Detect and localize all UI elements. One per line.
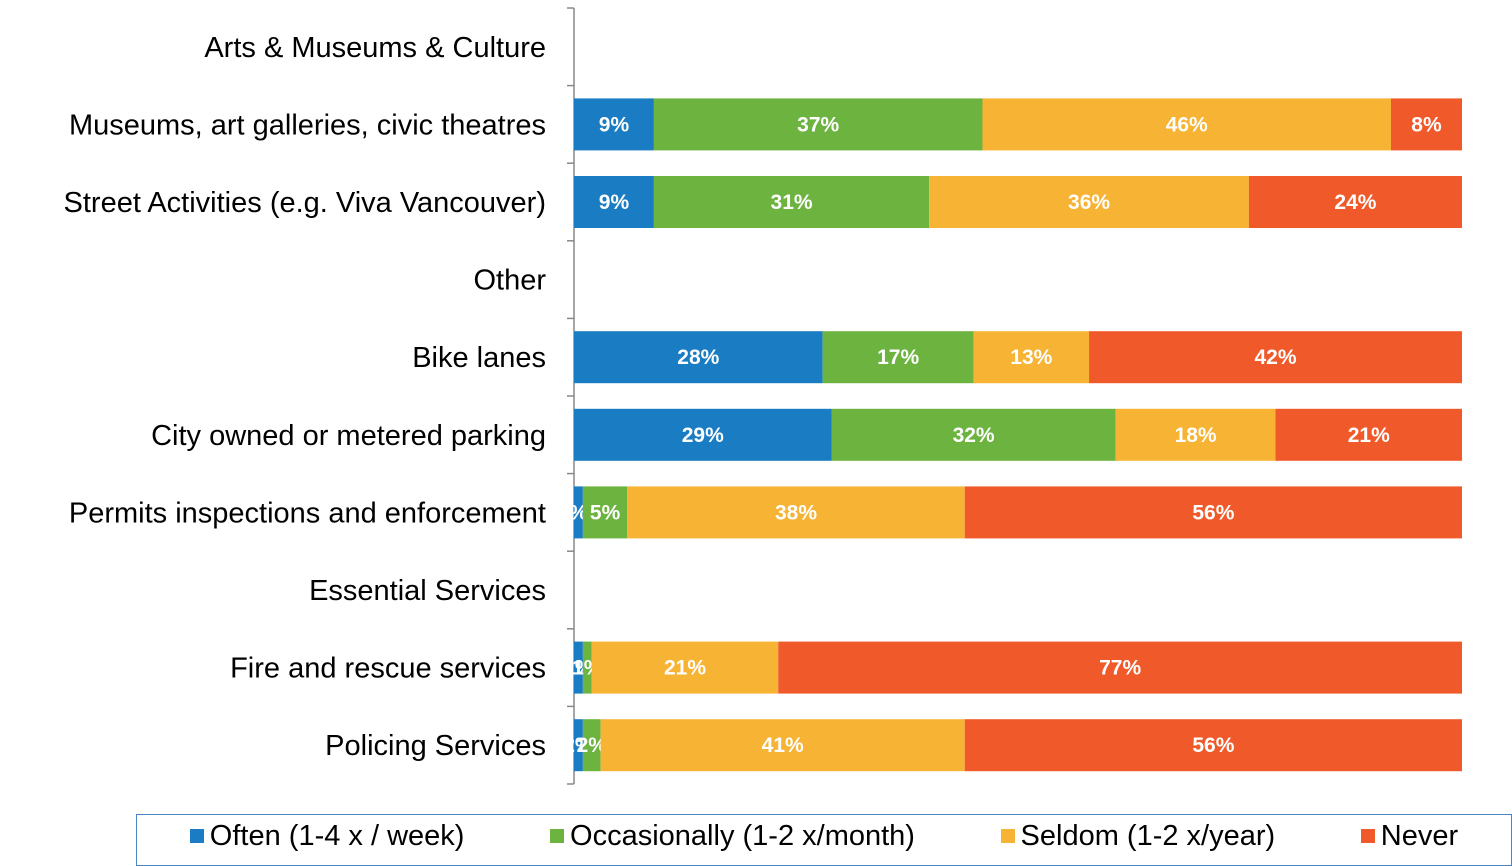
bar-segment	[778, 641, 1462, 694]
bar-segment	[964, 719, 1462, 772]
bar-segment	[1115, 408, 1276, 461]
bar-segment	[964, 486, 1462, 539]
legend: Often (1-4 x / week) Occasionally (1-2 x/…	[136, 814, 1512, 866]
bar-segment	[973, 331, 1090, 384]
data-label: 9%	[599, 113, 630, 136]
data-label: 29%	[682, 424, 724, 447]
data-label: 21%	[1348, 424, 1390, 447]
data-label: 28%	[677, 346, 719, 369]
bar-segment	[822, 331, 974, 384]
legend-item: Never	[1360, 819, 1459, 853]
category-labels: Arts & Museums & Culture Museums, art gal…	[64, 32, 547, 762]
bar-segment	[1390, 98, 1462, 151]
bar-segment	[653, 176, 930, 228]
bar-segment	[1248, 176, 1462, 228]
legend-swatch	[550, 829, 565, 843]
legend-swatch	[1000, 829, 1015, 843]
bar-segment	[574, 98, 654, 151]
bar-segment	[574, 486, 583, 539]
category-tick-label: Other	[473, 265, 546, 297]
legend-label: Never	[1380, 819, 1459, 852]
data-label: 41%	[762, 734, 804, 757]
legend-item: Often (1-4 x / week)	[189, 819, 465, 853]
bar-segment	[574, 176, 654, 228]
legend-swatch	[189, 829, 204, 843]
legend-item: Seldom (1-2 x/year)	[1000, 819, 1276, 853]
legend-label: Seldom (1-2 x/year)	[1020, 819, 1276, 852]
data-label: 42%	[1255, 346, 1297, 369]
category-tick-label: Arts & Museums & Culture	[204, 32, 546, 64]
data-label: 46%	[1166, 113, 1208, 136]
bar-segment	[982, 98, 1391, 151]
category-tick-label: City owned or metered parking	[151, 420, 546, 452]
data-label: 17%	[877, 346, 919, 369]
data-label: 13%	[1010, 346, 1052, 369]
data-label: 37%	[797, 113, 839, 136]
bar-segment	[653, 98, 983, 151]
data-label: 2%	[577, 734, 608, 757]
bar-segment	[600, 719, 965, 772]
bar-segment	[582, 719, 601, 772]
data-label: 56%	[1192, 501, 1234, 524]
data-label: 31%	[771, 191, 813, 214]
bar-segment	[591, 641, 779, 694]
data-label: 9%	[599, 191, 630, 214]
category-tick-label: Bike lanes	[412, 342, 546, 374]
bar-segment	[574, 331, 823, 384]
data-label: 24%	[1334, 191, 1376, 214]
data-label: 56%	[1192, 734, 1234, 757]
data-label: 5%	[590, 501, 621, 524]
legend-label: Often (1-4 x / week)	[209, 819, 465, 852]
data-label: 36%	[1068, 191, 1110, 214]
category-tick-label: Street Activities (e.g. Viva Vancouver)	[64, 187, 546, 219]
bar-segment	[574, 719, 583, 772]
category-tick-label: Permits inspections and enforcement	[69, 497, 546, 529]
data-label: 21%	[664, 657, 706, 680]
category-tick-label: Fire and rescue services	[230, 653, 546, 685]
legend-label: Occasionally (1-2 x/month)	[570, 819, 915, 852]
bar-segment	[929, 176, 1249, 228]
bars: 9% 37% 46% 8% 9% 31% 36% 24% 28% 17% 13% 42% 29% 32% 1…	[563, 98, 1462, 772]
data-label: 18%	[1175, 424, 1217, 447]
data-label: 38%	[775, 501, 817, 524]
bar-segment	[582, 641, 592, 694]
category-tick-label: Policing Services	[325, 730, 546, 762]
category-tick-label: Essential Services	[309, 575, 546, 607]
bar-segment	[1089, 331, 1462, 384]
bar-segment	[831, 408, 1116, 461]
bar-segment	[582, 486, 628, 539]
legend-swatch	[1360, 829, 1375, 843]
stacked-bar-chart: Arts & Museums & Culture Museums, art gal…	[64, 7, 1462, 785]
category-tick-label: Museums, art galleries, civic theatres	[69, 109, 546, 141]
bar-segment	[574, 641, 583, 694]
bar-segment	[574, 408, 832, 461]
data-label: 77%	[1099, 657, 1141, 680]
data-label: 32%	[953, 424, 995, 447]
bar-segment	[1275, 408, 1462, 461]
legend-item: Occasionally (1-2 x/month)	[550, 820, 915, 853]
bar-segment	[627, 486, 965, 539]
data-label: 8%	[1411, 113, 1442, 136]
